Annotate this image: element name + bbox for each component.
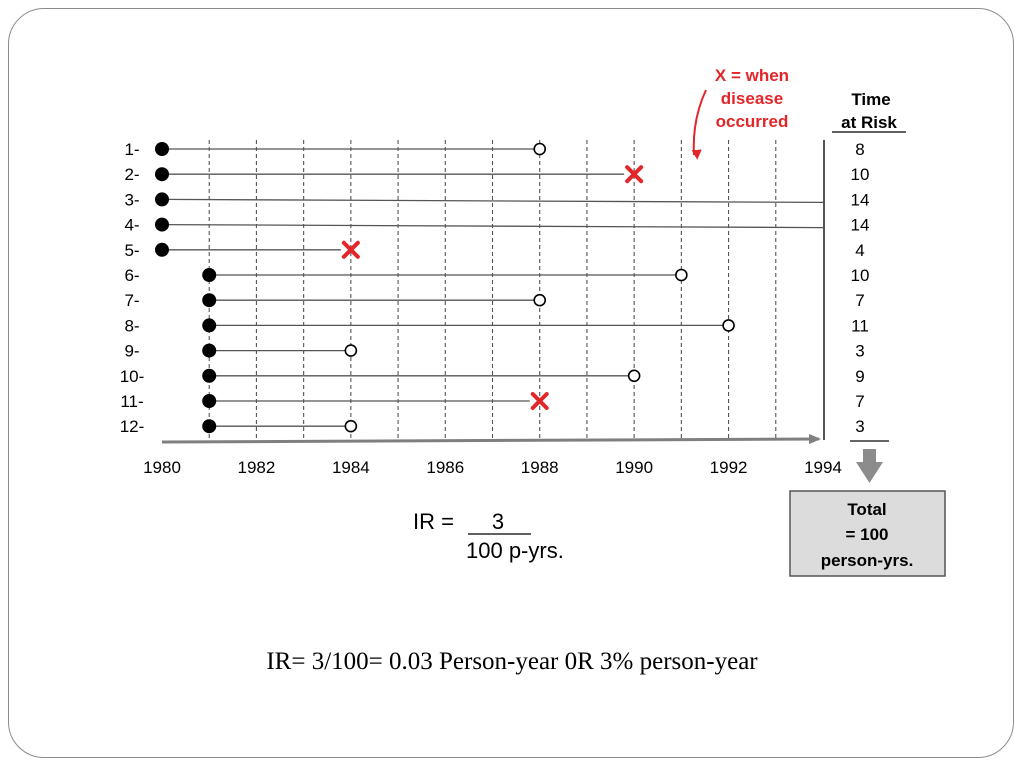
incidence-rate-caption: IR= 3/100= 0.03 Person-year 0R 3% person… — [266, 648, 758, 675]
x-axis: 1980 1982 1984 1986 1988 1990 1992 1994 — [143, 434, 842, 477]
subject-label: 5- — [124, 241, 139, 260]
subject-label: 6- — [124, 266, 139, 285]
entry-dot — [155, 192, 169, 207]
x-tick-label: 1986 — [426, 458, 464, 477]
total-line1: Total — [847, 500, 886, 519]
time-header-line1: Time — [851, 90, 890, 109]
censored-marker — [675, 268, 688, 282]
entry-dot — [202, 343, 217, 358]
x-tick-label: 1982 — [238, 458, 276, 477]
censored-marker — [344, 344, 358, 357]
ir-formula: IR = 3 100 p-yrs. — [413, 509, 564, 563]
time-at-risk-header: Time at Risk — [832, 90, 906, 133]
ir-label: IR = — [413, 509, 454, 534]
x-tick-label: 1988 — [521, 458, 559, 477]
subject-label: 12- — [120, 417, 145, 436]
subject-rows: 1- 2- 3- 4- 5- 6- 7- 8- 9- 10- 11- 12- — [120, 140, 824, 436]
legend-line2: disease — [721, 89, 783, 108]
subject-row: 5- — [124, 240, 360, 260]
subject-row: 8- — [124, 316, 735, 335]
subject-label: 9- — [124, 342, 139, 361]
x-tick-label: 1980 — [143, 458, 181, 477]
entry-dot — [202, 318, 217, 333]
time-at-risk-column: 8 10 14 14 4 10 7 11 3 9 7 3 — [851, 140, 870, 436]
time-at-risk-value: 3 — [855, 342, 864, 361]
legend-x-symbol: X — [715, 66, 727, 85]
censored-marker — [627, 369, 641, 383]
x-tick-label: 1984 — [332, 458, 370, 477]
svg-text:X = when: X = when — [715, 66, 789, 85]
disease-x-marker — [625, 165, 644, 184]
subject-row: 4- — [124, 216, 824, 235]
subject-label: 4- — [124, 216, 139, 235]
subject-row: 10- — [120, 367, 641, 386]
subject-row: 3- — [124, 190, 824, 209]
subject-label: 1- — [124, 140, 139, 159]
censored-marker — [533, 293, 547, 307]
x-tick-label: 1990 — [615, 458, 653, 477]
total-line2: = 100 — [845, 525, 888, 544]
disease-x-marker — [341, 240, 360, 259]
x-tick-label: 1992 — [710, 458, 748, 477]
entry-dot — [202, 368, 217, 383]
censored-marker — [722, 319, 735, 332]
subject-row: 6- — [124, 266, 688, 285]
time-at-risk-value: 7 — [855, 291, 864, 310]
time-at-risk-value: 3 — [855, 417, 864, 436]
time-at-risk-value: 11 — [851, 316, 869, 335]
time-at-risk-value: 7 — [855, 392, 864, 411]
entry-dot — [155, 142, 169, 156]
vertical-gridlines — [208, 140, 825, 440]
censored-marker — [344, 419, 358, 433]
subject-label: 11- — [120, 392, 143, 411]
time-at-risk-value: 8 — [855, 140, 864, 159]
down-arrow-icon — [856, 449, 883, 483]
legend-line3: occurred — [716, 112, 789, 131]
time-at-risk-value: 9 — [855, 367, 864, 386]
entry-dot — [202, 293, 217, 308]
subject-label: 2- — [124, 165, 139, 184]
x-axis-arrow — [161, 434, 821, 445]
subject-row: 12- — [120, 417, 358, 436]
subject-row: 7- — [124, 291, 547, 310]
subject-label: 10- — [120, 367, 145, 386]
subject-label: 8- — [124, 316, 139, 335]
time-at-risk-value: 14 — [851, 190, 870, 209]
subject-row: 2- — [124, 165, 644, 184]
followup-line — [161, 223, 824, 229]
ir-numerator: 3 — [492, 509, 504, 534]
followup-line — [161, 198, 824, 204]
subject-label: 7- — [124, 291, 139, 310]
time-at-risk-value: 10 — [851, 266, 870, 285]
slide-frame — [8, 8, 1014, 758]
x-tick-label: 1994 — [804, 458, 842, 477]
subject-row: 9- — [124, 342, 358, 361]
time-at-risk-value: 4 — [855, 241, 864, 260]
disease-x-marker — [530, 392, 549, 410]
time-at-risk-value: 10 — [851, 165, 870, 184]
ir-denominator: 100 p-yrs. — [466, 538, 564, 563]
subject-row: 11- — [120, 392, 549, 411]
entry-dot — [202, 419, 217, 434]
legend-arrow — [691, 89, 707, 160]
total-box: Total = 100 person-yrs. — [789, 490, 946, 577]
total-line3: person-yrs. — [821, 551, 914, 570]
entry-dot — [155, 217, 169, 232]
entry-dot — [155, 167, 169, 182]
time-header-line2: at Risk — [841, 113, 897, 132]
time-at-risk-value: 14 — [851, 216, 870, 235]
entry-dot — [202, 394, 217, 408]
subject-row: 1- — [124, 140, 547, 159]
censored-marker — [533, 142, 547, 156]
disease-legend: X = when disease occurred — [691, 66, 789, 160]
subject-label: 3- — [124, 190, 139, 209]
entry-dot — [202, 268, 217, 282]
legend-line1: = when — [726, 66, 789, 85]
entry-dot — [155, 242, 169, 257]
